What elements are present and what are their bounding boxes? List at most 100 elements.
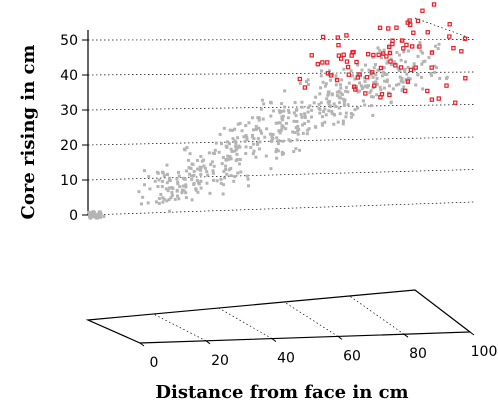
data-point [296, 124, 300, 128]
data-point [368, 91, 372, 95]
data-point [355, 84, 359, 88]
data-point [327, 100, 331, 104]
z-gridline [87, 71, 475, 76]
data-point [237, 144, 241, 148]
data-point [182, 189, 186, 193]
data-point [336, 53, 342, 58]
data-point [379, 88, 383, 92]
data-point [377, 25, 383, 31]
data-point [205, 181, 209, 185]
data-point [319, 86, 323, 90]
x-tick-label: 40 [277, 351, 295, 367]
data-point [320, 60, 325, 65]
data-point [225, 140, 229, 144]
x-tick [469, 331, 475, 336]
data-point [314, 95, 318, 99]
data-point [214, 141, 218, 145]
x-tick-label: 0 [150, 355, 159, 371]
data-point [154, 200, 158, 204]
data-point [338, 112, 342, 116]
data-point [346, 72, 352, 77]
data-point [280, 152, 284, 156]
data-point [222, 126, 226, 130]
data-point [400, 87, 404, 91]
data-point [213, 148, 217, 152]
data-point [325, 60, 330, 65]
data-point [346, 90, 350, 94]
data-point [275, 156, 279, 160]
data-point [89, 215, 93, 219]
data-point [434, 44, 438, 48]
data-point [256, 141, 260, 145]
data-point [341, 122, 345, 126]
data-point [363, 91, 368, 96]
data-point [234, 144, 238, 148]
data-point [173, 197, 177, 201]
data-point [389, 101, 393, 105]
data-point [410, 44, 415, 49]
data-point [338, 101, 342, 105]
data-point [87, 210, 91, 214]
data-point [398, 53, 402, 57]
data-point [436, 96, 441, 101]
data-point [185, 169, 189, 173]
data-point [292, 119, 296, 123]
data-point [390, 41, 395, 47]
data-point [162, 174, 166, 178]
data-point [275, 147, 279, 151]
data-point [232, 179, 236, 183]
data-point [258, 140, 262, 144]
data-point [429, 72, 433, 76]
data-point [168, 209, 172, 213]
data-point [405, 72, 409, 76]
data-point [271, 133, 275, 137]
data-point [282, 109, 286, 113]
x-tick [205, 340, 211, 345]
data-point [356, 63, 360, 67]
data-point [209, 162, 213, 166]
data-point [369, 73, 373, 77]
data-point [210, 160, 214, 164]
data-point [342, 100, 346, 104]
data-point [411, 30, 416, 35]
data-point [425, 88, 430, 94]
data-points [87, 2, 468, 220]
data-point [401, 46, 406, 51]
data-point [336, 120, 340, 124]
data-point [157, 197, 161, 201]
data-point [396, 66, 400, 70]
data-point [292, 149, 296, 153]
data-point [268, 132, 272, 136]
data-point [194, 187, 198, 191]
data-point [330, 93, 334, 97]
data-point [245, 135, 249, 139]
data-point [233, 127, 237, 131]
data-point [170, 190, 174, 194]
data-point [334, 74, 338, 78]
data-point [159, 192, 163, 196]
data-point [408, 67, 414, 73]
axes [82, 30, 475, 347]
data-point [360, 68, 364, 72]
data-point [349, 115, 353, 119]
data-point [462, 36, 468, 41]
x-tick-label: 100 [471, 344, 498, 360]
data-point [269, 101, 273, 105]
data-point [236, 122, 240, 126]
data-point [384, 54, 389, 59]
data-point [323, 107, 327, 111]
data-point [376, 46, 380, 50]
data-point [296, 132, 300, 136]
data-point [361, 99, 365, 103]
data-point [155, 170, 159, 174]
data-point [363, 63, 367, 67]
data-point [306, 119, 310, 123]
data-point [337, 89, 341, 93]
data-point [388, 59, 393, 64]
data-point [238, 121, 242, 125]
data-point [325, 71, 331, 76]
data-point [280, 116, 284, 120]
data-point [246, 177, 250, 181]
data-point [298, 148, 302, 152]
data-point [318, 111, 322, 115]
